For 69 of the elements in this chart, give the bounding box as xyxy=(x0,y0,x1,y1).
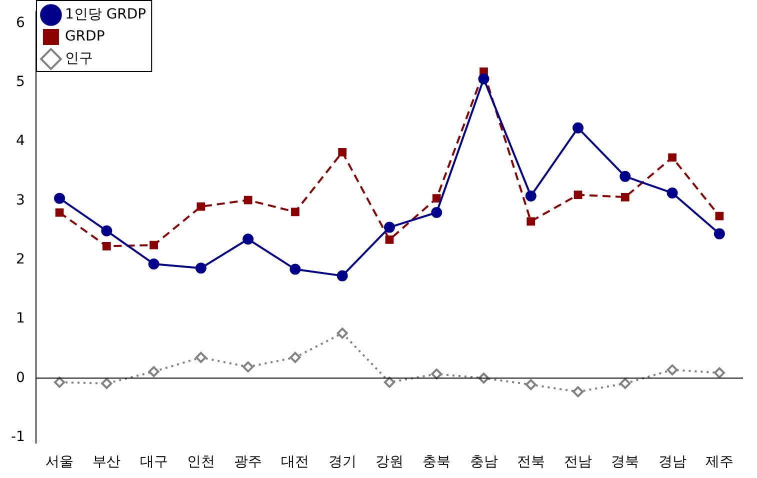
y-tick-label: 1 xyxy=(16,310,25,327)
point xyxy=(666,364,678,376)
point xyxy=(714,228,725,240)
point xyxy=(620,378,631,389)
point xyxy=(101,225,112,236)
point xyxy=(620,192,630,202)
point xyxy=(195,352,206,363)
point xyxy=(384,376,395,388)
legend-label: 인구 xyxy=(64,50,93,67)
x-tick-label: 전남 xyxy=(564,454,592,470)
point xyxy=(572,122,584,134)
y-tick-label: 3 xyxy=(16,192,25,208)
point xyxy=(101,378,112,389)
point xyxy=(242,361,254,372)
point xyxy=(54,376,66,388)
x-tick-label: 제주 xyxy=(705,454,734,470)
x-tick-label: 광주 xyxy=(234,454,262,470)
point xyxy=(291,208,300,216)
point xyxy=(54,192,66,204)
point xyxy=(525,379,536,390)
point xyxy=(196,202,206,211)
y-tick-label: 2 xyxy=(16,251,25,268)
point xyxy=(478,73,490,84)
point xyxy=(148,366,160,378)
point xyxy=(244,196,252,204)
point xyxy=(385,236,394,244)
point xyxy=(290,264,301,275)
point xyxy=(148,258,160,270)
point xyxy=(431,368,442,380)
point xyxy=(242,234,254,245)
x-tick-label: 경기 xyxy=(328,454,356,470)
point xyxy=(572,386,584,398)
point xyxy=(431,207,442,218)
x-tick-label: 충북 xyxy=(422,454,451,470)
point xyxy=(714,367,725,378)
point xyxy=(620,170,631,182)
x-tick-label: 전북 xyxy=(516,454,545,470)
point xyxy=(195,262,206,274)
x-tick-label: 강원 xyxy=(375,454,404,470)
x-tick-label: 경남 xyxy=(658,454,686,470)
point xyxy=(336,328,348,339)
point xyxy=(150,240,158,250)
x-tick-label: 대전 xyxy=(281,454,310,470)
point xyxy=(526,217,536,226)
x-tick-label: 서울 xyxy=(46,454,74,470)
y-tick-label: 6 xyxy=(16,14,26,31)
y-tick-label: -1 xyxy=(10,428,25,445)
x-tick-label: 부산 xyxy=(92,454,121,470)
point xyxy=(290,352,301,363)
point xyxy=(666,187,678,198)
point xyxy=(336,270,348,282)
x-tick-label: 인천 xyxy=(186,454,215,470)
y-tick-label: 4 xyxy=(16,133,26,150)
point xyxy=(102,242,111,250)
point xyxy=(668,153,676,162)
point xyxy=(715,212,724,220)
point xyxy=(574,190,582,199)
y-tick-label: 5 xyxy=(16,74,25,90)
point xyxy=(384,222,395,233)
point xyxy=(338,148,347,156)
legend-label: 1인당 GRDP xyxy=(64,6,146,23)
y-tick-label: 0 xyxy=(16,370,25,386)
legend-label: GRDP xyxy=(64,28,105,45)
point xyxy=(525,190,536,202)
x-tick-label: 경북 xyxy=(611,454,640,470)
point xyxy=(55,208,64,217)
x-tick-label: 충남 xyxy=(470,454,498,470)
x-tick-label: 대구 xyxy=(140,454,168,470)
point xyxy=(432,194,441,202)
